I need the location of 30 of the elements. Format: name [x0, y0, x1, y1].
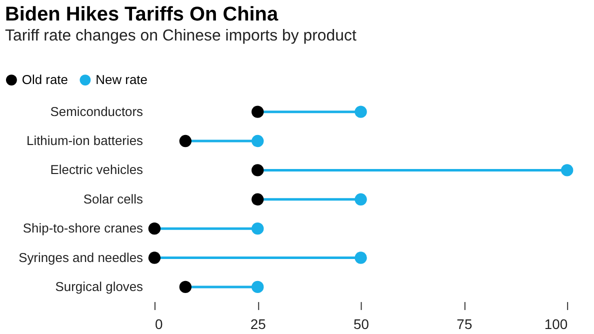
y-tick-label: Electric vehicles — [50, 162, 144, 178]
x-tick-label: 75 — [456, 316, 472, 332]
y-tick-label: Ship-to-shore cranes — [22, 220, 144, 236]
point — [252, 193, 264, 206]
point — [148, 252, 161, 264]
x-tick-label: 50 — [354, 316, 370, 332]
point — [560, 164, 574, 176]
point — [252, 222, 264, 235]
legend-label: New rate — [96, 72, 148, 88]
legend-label: Old rate — [22, 72, 68, 88]
point — [354, 106, 367, 118]
point — [252, 106, 264, 118]
y-tick-label: Solar cells — [83, 191, 144, 206]
y-tick-label: Surgical gloves — [55, 278, 144, 294]
y-tick-label: Syringes and needles — [18, 250, 144, 265]
point — [252, 134, 264, 148]
chart-subtitle: Tariff rate changes on Chinese imports by product — [4, 27, 357, 44]
y-tick-label: Semiconductors — [50, 104, 144, 119]
x-tick-label: 25 — [250, 316, 266, 332]
chart-title: Biden Hikes Tariffs On China — [4, 3, 279, 26]
point — [354, 252, 367, 264]
point — [252, 164, 264, 176]
point — [179, 134, 192, 148]
x-tick-label: 100 — [544, 316, 568, 332]
point — [179, 280, 192, 294]
y-tick-label: Lithium-ion batteries — [26, 133, 144, 148]
point — [148, 222, 161, 235]
x-tick-label: 0 — [154, 316, 163, 332]
point — [354, 193, 367, 206]
point — [252, 280, 264, 294]
